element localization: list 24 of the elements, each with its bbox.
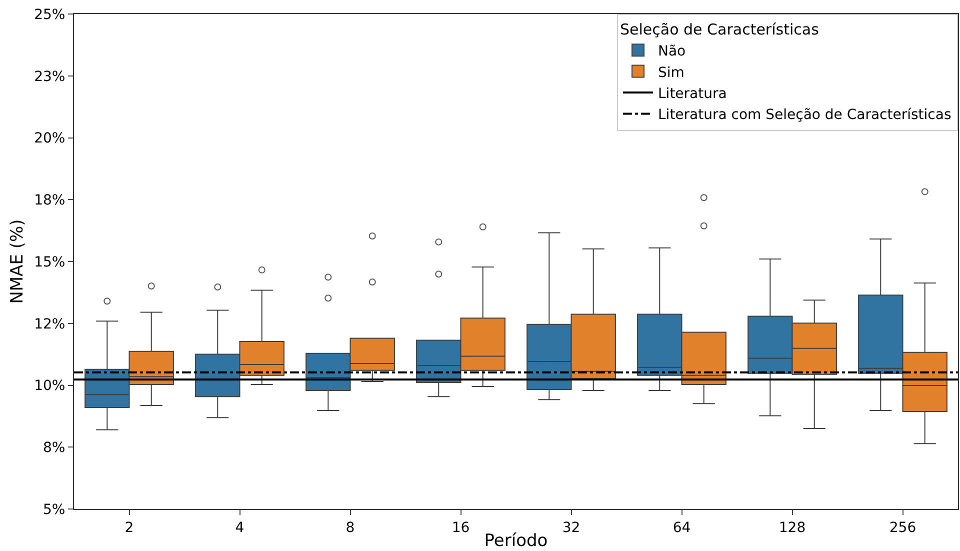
x-axis-title: Período xyxy=(484,531,548,551)
x-tick-label: 256 xyxy=(889,520,916,536)
legend-title: Seleção de Características xyxy=(620,20,820,38)
x-tick-label: 8 xyxy=(346,520,355,536)
y-tick-label: 25% xyxy=(34,6,66,23)
x-tick-label: 128 xyxy=(778,520,806,536)
y-tick-label: 20% xyxy=(34,130,66,147)
x-tick-label: 64 xyxy=(672,520,691,536)
legend-label: Sim xyxy=(658,64,684,81)
legend-label: Literatura xyxy=(658,86,727,102)
y-tick-label: 18% xyxy=(34,192,66,209)
y-tick-label: 5% xyxy=(42,502,66,518)
y-tick-label: 12% xyxy=(34,316,66,332)
y-tick-label: 15% xyxy=(34,254,66,270)
legend-label: Não xyxy=(658,44,686,60)
x-tick-label: 32 xyxy=(562,520,580,536)
y-tick-label: 8% xyxy=(42,440,66,456)
y-axis-title: NMAE (%) xyxy=(8,219,28,304)
x-tick-label: 2 xyxy=(124,520,134,536)
y-tick-label: 23% xyxy=(34,68,66,85)
y-tick-label: 10% xyxy=(34,378,66,394)
legend-label: Literatura com Seleção de Características xyxy=(658,107,952,124)
x-tick-label: 4 xyxy=(235,520,244,536)
x-tick-label: 16 xyxy=(452,520,470,536)
